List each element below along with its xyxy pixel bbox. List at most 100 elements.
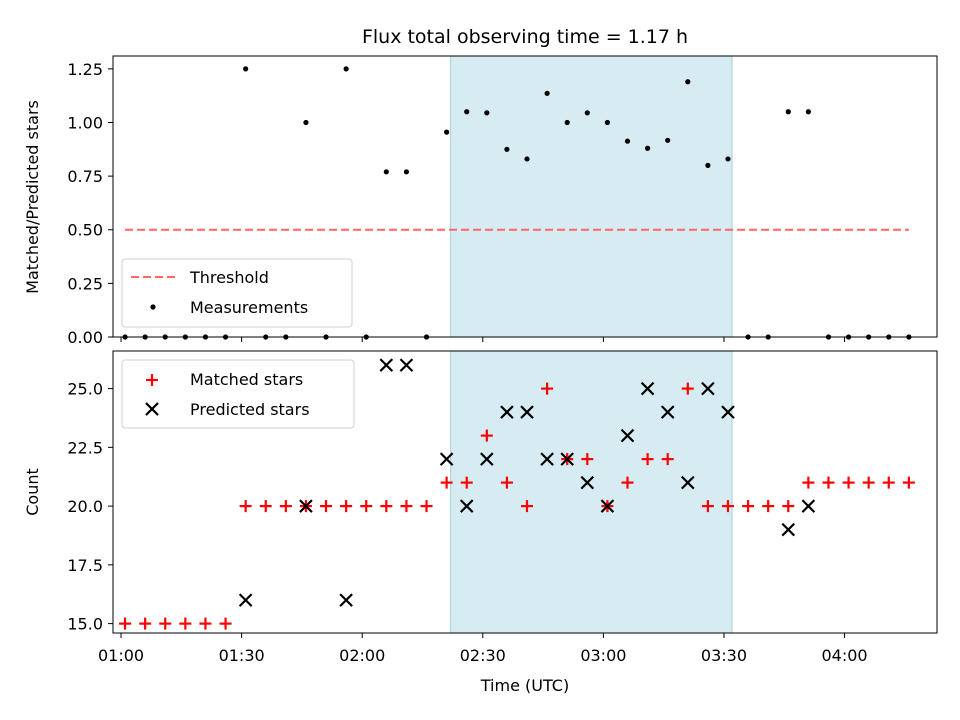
predicted-star-stroke-b bbox=[560, 452, 574, 466]
predicted-star-point bbox=[801, 499, 816, 513]
predicted-star-stroke-b bbox=[640, 381, 655, 396]
predicted-star-stroke-b bbox=[439, 452, 454, 466]
predicted-star-stroke-b bbox=[620, 428, 635, 443]
matched-star-point bbox=[199, 617, 212, 630]
matched-legend-swatch bbox=[146, 374, 158, 386]
bottom-y-tick-label: 25.0 bbox=[67, 380, 103, 399]
top-legend-box bbox=[121, 258, 353, 328]
predicted-star-stroke-b bbox=[339, 593, 353, 607]
measurement-point bbox=[544, 90, 550, 96]
matched-star-point bbox=[782, 500, 795, 513]
predicted-star-stroke-b bbox=[500, 405, 514, 419]
x-axis-label: Time (UTC) bbox=[480, 676, 569, 695]
predicted-star-stroke-b bbox=[660, 405, 675, 419]
top-highlight-span bbox=[450, 55, 733, 338]
x-tick-label: 03:00 bbox=[580, 646, 626, 665]
predicted-star-point bbox=[600, 499, 615, 513]
top-y-tick-label: 0.00 bbox=[67, 328, 103, 347]
matched-star-point bbox=[581, 453, 594, 466]
predicted-star-stroke-b bbox=[781, 522, 796, 537]
top-y-tick-label: 0.25 bbox=[67, 274, 103, 293]
matched-star-point bbox=[842, 476, 855, 489]
matched-star-point bbox=[701, 500, 714, 513]
matched-star-point bbox=[541, 382, 554, 395]
matched-star-point bbox=[219, 617, 232, 630]
x-tick-label: 04:00 bbox=[821, 646, 867, 665]
measurement-point bbox=[785, 109, 791, 115]
predicted-star-point bbox=[480, 452, 494, 466]
matched-star-point bbox=[340, 500, 353, 513]
x-tick-label: 02:00 bbox=[339, 646, 385, 665]
measurement-point bbox=[624, 138, 631, 144]
bottom-y-tick-label: 17.5 bbox=[67, 556, 103, 575]
top-y-axis-label: Matched/Predicted stars bbox=[23, 100, 42, 294]
measurement-point bbox=[604, 119, 611, 126]
matched-star-point bbox=[360, 500, 373, 513]
predicted-star-point bbox=[721, 405, 735, 419]
top-legend: Threshold Measurements bbox=[121, 258, 353, 328]
predicted-star-stroke-b bbox=[520, 405, 534, 419]
predicted-star-point bbox=[560, 452, 574, 466]
matched-star-point bbox=[139, 617, 152, 630]
measurements-legend-swatch bbox=[150, 304, 156, 310]
predicted-star-point bbox=[439, 452, 454, 466]
measurement-point bbox=[303, 119, 309, 126]
matched-star-point bbox=[762, 500, 775, 513]
predicted-star-stroke-b bbox=[600, 499, 615, 513]
predicted-star-point bbox=[459, 499, 474, 513]
bottom-y-tick-label: 15.0 bbox=[67, 615, 103, 634]
bottom-y-axis-label: Count bbox=[23, 468, 42, 516]
top-panel: Flux total observing time = 1.17 h 0.00 0… bbox=[23, 26, 938, 347]
matched-star-point bbox=[641, 453, 654, 466]
matched-star-point bbox=[480, 429, 493, 442]
matched-star-point bbox=[500, 476, 513, 489]
measurement-point bbox=[644, 145, 651, 151]
bottom-x-axis: 01:00 01:30 02:00 02:30 03:00 03:30 04:00 bbox=[98, 633, 868, 665]
predicted-star-stroke-b bbox=[379, 358, 394, 372]
matched-star-point bbox=[460, 476, 473, 489]
predicted-star-point bbox=[620, 428, 635, 443]
predicted-star-point bbox=[339, 593, 353, 607]
measurement-point bbox=[343, 66, 349, 72]
top-y-tick-label: 0.50 bbox=[67, 221, 103, 240]
measurement-point bbox=[564, 119, 570, 126]
top-y-tick-label: 1.00 bbox=[67, 113, 103, 132]
bottom-legend: Matched stars Predicted stars bbox=[121, 359, 355, 429]
x-tick-label: 02:30 bbox=[460, 646, 506, 665]
top-y-tick-label: 0.75 bbox=[67, 167, 103, 186]
matched-star-point bbox=[259, 500, 272, 513]
x-tick-label: 01:30 bbox=[219, 646, 265, 665]
matched-star-point bbox=[742, 500, 755, 513]
measurement-point bbox=[685, 79, 691, 85]
matched-star-point bbox=[279, 500, 292, 513]
matched-star-point bbox=[239, 500, 252, 513]
predicted-star-point bbox=[500, 405, 514, 419]
measurement-point bbox=[403, 169, 410, 175]
predicted-star-stroke-b bbox=[459, 499, 474, 513]
chart-title: Flux total observing time = 1.17 h bbox=[362, 26, 688, 48]
bottom-frame bbox=[112, 350, 938, 634]
measurement-point bbox=[584, 110, 590, 116]
measurement-point bbox=[665, 137, 671, 143]
measurement-point bbox=[464, 109, 470, 115]
matched-star-point bbox=[380, 500, 393, 513]
predicted-star-stroke-b bbox=[480, 452, 494, 466]
matched-star-point bbox=[822, 476, 835, 489]
matched-star-point bbox=[882, 476, 895, 489]
matched-star-point bbox=[440, 476, 453, 489]
matched-star-point bbox=[802, 476, 815, 489]
matched-star-point bbox=[661, 453, 674, 466]
predicted-star-point bbox=[520, 405, 534, 419]
predicted-star-point bbox=[681, 475, 695, 490]
bottom-panel: 15.0 17.5 20.0 22.5 25.0 01:00 01:30 02:00 02:3… bbox=[23, 350, 938, 695]
matched-star-point bbox=[862, 476, 875, 489]
top-y-axis: 0.00 0.25 0.50 0.75 1.00 1.25 bbox=[67, 60, 113, 347]
predicted-legend-swatch bbox=[145, 402, 159, 416]
matched-star-point bbox=[159, 617, 172, 630]
measurement-point bbox=[524, 156, 530, 162]
measurement-point bbox=[243, 66, 249, 72]
measurement-point bbox=[705, 162, 711, 168]
matched-star-point bbox=[420, 500, 433, 513]
predicted-star-stroke-b bbox=[399, 358, 414, 372]
